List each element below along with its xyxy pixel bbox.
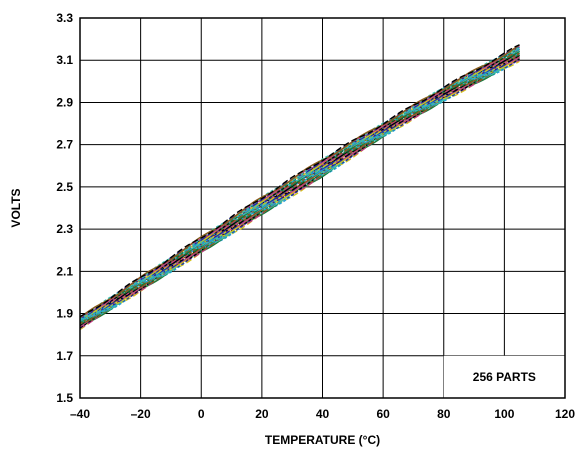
y-tick-label: 1.7: [56, 349, 73, 363]
voltage-curve: [79, 58, 520, 329]
voltage-curve: [79, 52, 520, 325]
gridlines: [79, 17, 566, 399]
y-axis-ticks: 3.3 3.1 2.9 2.7 2.5 2.3 2.1 1.9 1.7 1.5: [56, 11, 73, 405]
y-tick-label: 1.9: [56, 307, 73, 321]
x-tick-label: –40: [70, 407, 90, 421]
annotation-label: 256 PARTS: [473, 370, 536, 384]
y-tick-label: 3.3: [56, 11, 73, 25]
x-tick-label: 80: [437, 407, 451, 421]
x-tick-label: –20: [131, 407, 151, 421]
annotation-box: [443, 355, 565, 398]
x-axis-title: TEMPERATURE (°C): [265, 433, 380, 447]
y-axis-title: VOLTS: [9, 188, 23, 227]
voltage-curve: [79, 56, 520, 327]
voltage-curves: [79, 44, 520, 331]
y-tick-label: 2.5: [56, 180, 73, 194]
voltage-curve: [79, 59, 520, 329]
plot-frame: [79, 17, 566, 399]
voltage-curve: [79, 60, 520, 331]
x-tick-label: 100: [494, 407, 514, 421]
x-axis-ticks: –40 –20 0 20 40 60 80 100 120: [70, 407, 575, 421]
x-tick-label: 0: [198, 407, 205, 421]
y-tick-label: 2.1: [56, 264, 73, 278]
x-tick-label: 60: [376, 407, 390, 421]
y-tick-label: 2.7: [56, 138, 73, 152]
y-tick-label: 2.3: [56, 222, 73, 236]
y-tick-label: 3.1: [56, 53, 73, 67]
voltage-curve: [79, 54, 520, 326]
voltage-curve: [79, 44, 520, 318]
x-tick-label: 40: [316, 407, 330, 421]
x-tick-label: 20: [255, 407, 269, 421]
x-tick-label: 120: [555, 407, 575, 421]
y-tick-label: 1.5: [56, 391, 73, 405]
y-tick-label: 2.9: [56, 95, 73, 109]
